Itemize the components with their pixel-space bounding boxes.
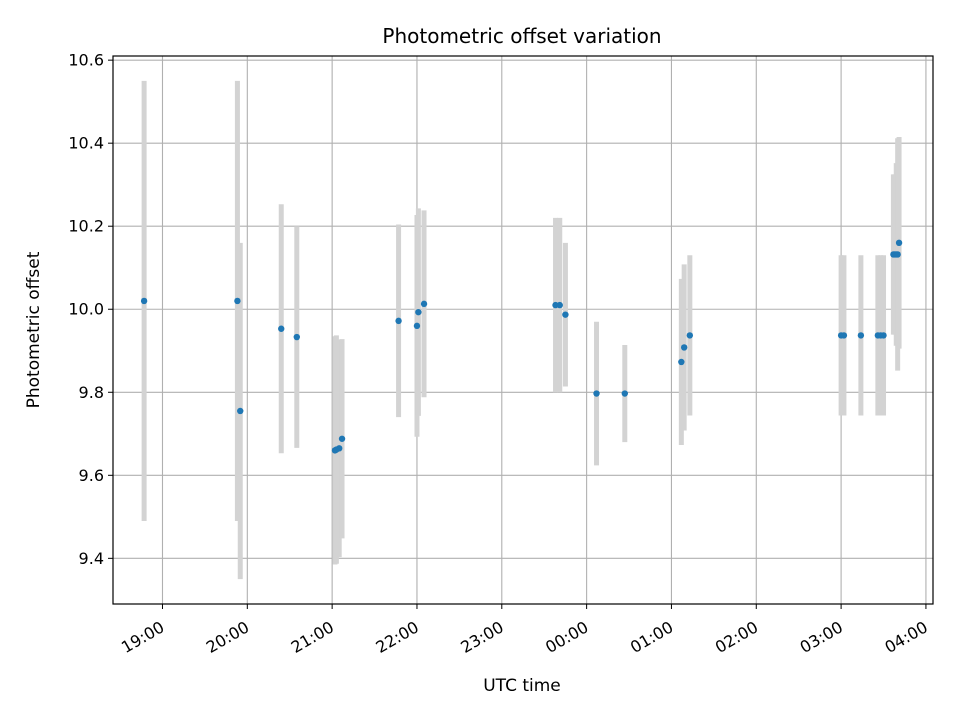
chart-title: Photometric offset variation xyxy=(382,24,661,48)
data-point xyxy=(234,297,241,305)
data-point xyxy=(395,317,402,325)
data-point xyxy=(621,390,628,397)
y-tick-label: 9.8 xyxy=(79,383,104,402)
y-axis-title: Photometric offset xyxy=(24,251,44,408)
plot-frame xyxy=(112,55,934,605)
x-tick-label: 01:00 xyxy=(627,617,676,657)
data-point xyxy=(680,344,688,351)
x-tick-label: 20:00 xyxy=(203,617,252,657)
data-point xyxy=(686,332,694,339)
data-point xyxy=(593,390,600,397)
x-tick-label: 00:00 xyxy=(542,617,591,657)
data-points xyxy=(140,239,903,454)
x-tick-label: 02:00 xyxy=(712,617,761,657)
y-tick-label: 9.6 xyxy=(79,466,104,485)
x-tick-label: 23:00 xyxy=(457,617,506,657)
y-tick-label: 10.4 xyxy=(68,134,104,153)
errorbars xyxy=(141,80,902,580)
x-tick-label: 03:00 xyxy=(797,617,846,657)
data-point xyxy=(556,301,563,309)
data-point xyxy=(338,435,346,442)
data-point xyxy=(895,239,903,247)
data-point xyxy=(278,325,285,332)
x-axis-title: UTC time xyxy=(483,676,561,696)
data-point xyxy=(840,332,848,339)
x-tick-label: 21:00 xyxy=(288,617,337,657)
data-point xyxy=(415,308,422,316)
data-point xyxy=(336,445,343,452)
data-point xyxy=(413,322,421,330)
data-point xyxy=(894,251,901,258)
y-tick-label: 10.0 xyxy=(68,300,104,319)
axis-ticks: 19:00 20:00 21:00 22:00 23:00 00:00 01:00 02:00… xyxy=(68,51,931,657)
data-point xyxy=(420,300,428,308)
grid xyxy=(113,56,933,604)
data-point xyxy=(562,311,569,318)
data-point xyxy=(678,358,685,366)
data-point xyxy=(857,332,865,339)
x-tick-label: 19:00 xyxy=(118,617,167,657)
data-point xyxy=(880,332,887,339)
y-tick-label: 9.4 xyxy=(79,549,104,568)
y-tick-label: 10.6 xyxy=(68,51,104,70)
data-point xyxy=(140,297,148,305)
y-tick-label: 10.2 xyxy=(68,217,104,236)
x-tick-label: 22:00 xyxy=(373,617,422,657)
x-tick-label: 04:00 xyxy=(881,617,930,657)
data-point xyxy=(237,407,244,415)
data-point xyxy=(293,333,300,341)
